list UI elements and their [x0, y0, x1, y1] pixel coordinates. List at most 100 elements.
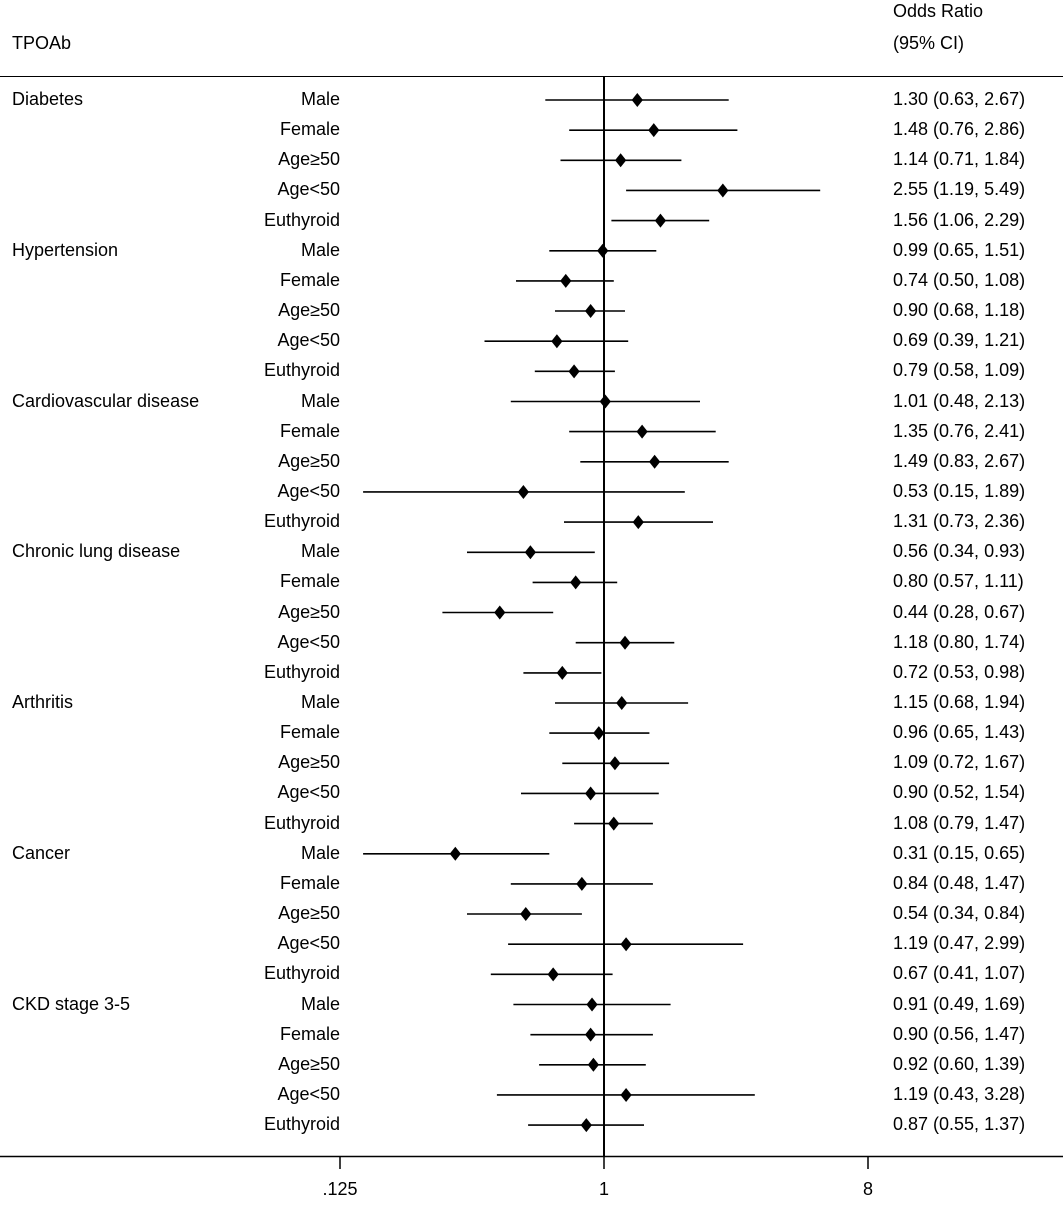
- or-ci-text: 1.15 (0.68, 1.94): [893, 692, 1026, 712]
- subgroup-label: Male: [300, 692, 340, 712]
- point-estimate-diamond: [608, 816, 620, 831]
- or-ci-text: 2.55 (1.19, 5.49): [893, 179, 1026, 200]
- subgroup-label: Female: [279, 722, 340, 743]
- subgroup-label: Female: [279, 571, 340, 592]
- subgroup-label: Male: [300, 239, 340, 260]
- outcome-label: CKD stage 3-5: [12, 993, 131, 1014]
- subgroup-label: Age<50: [277, 179, 340, 200]
- point-estimate-diamond: [620, 1087, 632, 1102]
- subgroup-label: Age<50: [277, 480, 340, 501]
- or-ci-text: 0.87 (0.55, 1.37): [893, 1114, 1026, 1135]
- subgroup-label: Age<50: [277, 631, 340, 652]
- point-estimate-diamond: [449, 846, 461, 861]
- point-estimate-diamond: [517, 484, 529, 499]
- point-estimate-diamond: [524, 545, 536, 560]
- subgroup-label: Female: [279, 872, 340, 893]
- or-ci-text: 0.67 (0.41, 1.07): [893, 963, 1026, 984]
- subgroup-label: Euthyroid: [263, 511, 340, 532]
- point-estimate-diamond: [576, 876, 588, 891]
- or-ci-text: 0.92 (0.60, 1.39): [893, 1053, 1026, 1074]
- or-ci-text: 0.90 (0.52, 1.54): [893, 782, 1026, 803]
- or-ci-text: 0.72 (0.53, 0.98): [893, 661, 1026, 682]
- point-estimate-diamond: [649, 454, 661, 469]
- subgroup-label: Age≥50: [278, 903, 340, 924]
- point-estimate-diamond: [547, 967, 559, 982]
- or-ci-text: 1.14 (0.71, 1.84): [893, 149, 1026, 170]
- or-ci-text: 1.35 (0.76, 2.41): [893, 420, 1026, 441]
- or-ci-text: 0.56 (0.34, 0.93): [893, 541, 1026, 562]
- or-ci-text: 0.90 (0.68, 1.18): [893, 300, 1026, 321]
- point-estimate-diamond: [570, 575, 582, 590]
- x-tick-label: 1: [598, 1179, 609, 1199]
- point-estimate-diamond: [597, 243, 609, 258]
- outcome-label: Cancer: [12, 842, 71, 863]
- subgroup-label: Euthyroid: [263, 209, 340, 230]
- or-ci-text: 0.96 (0.65, 1.43): [893, 722, 1026, 743]
- or-header-line1: Odds Ratio: [893, 1, 984, 21]
- subgroup-label: Euthyroid: [263, 812, 340, 833]
- point-estimate-diamond: [717, 183, 729, 198]
- or-ci-text: 0.79 (0.58, 1.09): [893, 360, 1026, 381]
- subgroup-label: Euthyroid: [263, 963, 340, 984]
- or-ci-text: 0.74 (0.50, 1.08): [893, 269, 1026, 290]
- x-tick-label: 8: [862, 1179, 873, 1199]
- outcome-label: Cardiovascular disease: [12, 390, 200, 411]
- point-estimate-diamond: [585, 1027, 597, 1042]
- point-estimate-diamond: [619, 635, 631, 650]
- point-estimate-diamond: [568, 364, 580, 379]
- subgroup-label: Euthyroid: [263, 661, 340, 682]
- or-ci-text: 1.30 (0.63, 2.67): [893, 89, 1026, 109]
- subgroup-label: Male: [300, 842, 340, 863]
- point-estimate-diamond: [494, 605, 506, 620]
- subgroup-label: Female: [279, 420, 340, 441]
- subgroup-label: Male: [300, 541, 340, 562]
- point-estimate-diamond: [654, 213, 667, 228]
- subgroup-label: Age≥50: [278, 149, 340, 170]
- or-ci-text: 0.31 (0.15, 0.65): [893, 842, 1026, 863]
- or-ci-text: 0.80 (0.57, 1.11): [893, 571, 1024, 592]
- subgroup-label: Euthyroid: [263, 360, 340, 381]
- subgroup-label: Male: [300, 993, 340, 1014]
- or-ci-text: 0.99 (0.65, 1.51): [893, 239, 1026, 260]
- subgroup-label: Male: [300, 89, 340, 109]
- point-estimate-diamond: [636, 424, 648, 439]
- subgroup-label: Age<50: [277, 330, 340, 351]
- chart-title: TPOAb: [12, 33, 72, 53]
- subgroup-label: Age≥50: [278, 1053, 340, 1074]
- subgroup-label: Age<50: [277, 782, 340, 803]
- or-ci-text: 1.56 (1.06, 2.29): [893, 209, 1026, 230]
- point-estimate-diamond: [609, 756, 621, 771]
- outcome-label: Arthritis: [12, 692, 74, 712]
- subgroup-label: Age≥50: [278, 300, 340, 321]
- subgroup-label: Age≥50: [278, 450, 340, 471]
- subgroup-label: Female: [279, 1023, 340, 1044]
- or-header-line2: (95% CI): [893, 33, 965, 53]
- or-ci-text: 0.54 (0.34, 0.84): [893, 903, 1026, 924]
- point-estimate-diamond: [580, 1118, 592, 1133]
- or-ci-text: 0.53 (0.15, 1.89): [893, 480, 1026, 501]
- or-ci-text: 1.49 (0.83, 2.67): [893, 450, 1026, 471]
- point-estimate-diamond: [560, 273, 572, 288]
- subgroup-label: Age≥50: [278, 601, 340, 622]
- point-estimate-diamond: [556, 665, 568, 680]
- point-estimate-diamond: [632, 515, 644, 530]
- point-estimate-diamond: [631, 93, 643, 107]
- point-estimate-diamond: [616, 696, 628, 710]
- point-estimate-diamond: [585, 786, 597, 801]
- point-estimate-diamond: [615, 153, 627, 168]
- x-tick-label: .125: [322, 1179, 358, 1199]
- point-estimate-diamond: [593, 726, 605, 741]
- or-ci-text: 1.19 (0.43, 3.28): [893, 1083, 1026, 1104]
- or-ci-text: 1.18 (0.80, 1.74): [893, 631, 1026, 652]
- subgroup-label: Female: [279, 269, 340, 290]
- outcome-label: Diabetes: [12, 89, 84, 109]
- point-estimate-diamond: [585, 304, 597, 319]
- subgroup-label: Euthyroid: [263, 1114, 340, 1135]
- point-estimate-diamond: [586, 997, 598, 1012]
- outcome-label: Chronic lung disease: [12, 541, 181, 562]
- subgroup-label: Male: [300, 390, 340, 411]
- or-ci-text: 0.91 (0.49, 1.69): [893, 993, 1026, 1014]
- subgroup-label: Age<50: [277, 1083, 340, 1104]
- point-estimate-diamond: [520, 907, 532, 922]
